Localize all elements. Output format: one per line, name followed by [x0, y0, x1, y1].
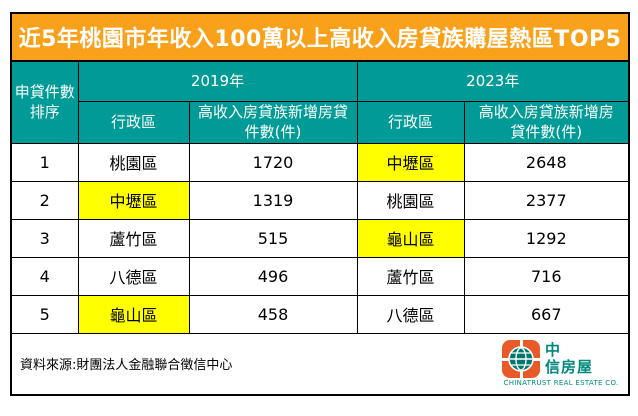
logo-company-name: 中 信房屋 [545, 341, 594, 377]
rank-cell: 5 [10, 294, 79, 334]
district-2019-cell: 桃園區 [77, 142, 190, 182]
district-2019-cell: 蘆竹區 [77, 218, 190, 258]
count-2019-cell: 496 [188, 256, 358, 296]
rank-cell: 4 [10, 256, 79, 296]
district-2019-cell: 龜山區 [77, 294, 190, 334]
count-2023-cell: 2648 [463, 142, 630, 182]
count-2019-cell: 1319 [188, 180, 358, 220]
table-row: 1 桃園區 1720 中壢區 2648 [10, 142, 630, 182]
district-2023-cell: 八德區 [356, 294, 465, 334]
count-2019-header: 高收入房貸族新增房貸 件數(件) [188, 100, 358, 144]
district-2019-cell: 中壢區 [77, 180, 190, 220]
chinatrust-logo-icon [502, 340, 541, 379]
table-row: 5 龜山區 458 八德區 667 [10, 294, 630, 334]
district-2023-cell: 蘆竹區 [356, 256, 465, 296]
globe-icon [508, 346, 534, 373]
count-2023-cell: 667 [463, 294, 630, 334]
logo-subtitle: CHINATRUST REAL ESTATE CO. [503, 379, 619, 388]
district-2019-cell: 八德區 [77, 256, 190, 296]
count-2023-cell: 1292 [463, 218, 630, 258]
count-2019-cell: 458 [188, 294, 358, 334]
district-2023-cell: 龜山區 [356, 218, 465, 258]
rank-column-header: 申貸件數 排序 [10, 60, 79, 144]
table-row: 4 八德區 496 蘆竹區 716 [10, 256, 630, 296]
table-row: 2 中壢區 1319 桃園區 2377 [10, 180, 630, 220]
district-2019-header: 行政區 [77, 100, 190, 144]
year-2019-header: 2019年 [77, 60, 358, 102]
top5-table: 近5年桃園市年收入100萬以上高收入房貸族購屋熱區TOP5 申貸件數 排序 20… [10, 12, 631, 396]
district-2023-cell: 桃園區 [356, 180, 465, 220]
district-2023-header: 行政區 [356, 100, 465, 144]
rank-cell: 1 [10, 142, 79, 182]
count-2019-cell: 1720 [188, 142, 358, 182]
count-2019-cell: 515 [188, 218, 358, 258]
district-2023-cell: 中壢區 [356, 142, 465, 182]
rank-cell: 2 [10, 180, 79, 220]
page-title: 近5年桃園市年收入100萬以上高收入房貸族購屋熱區TOP5 [10, 12, 630, 62]
footer-row: 資料來源:財團法人金融聯合徵信中心 [10, 332, 630, 396]
table-row: 3 蘆竹區 515 龜山區 1292 [10, 218, 630, 258]
rank-cell: 3 [10, 218, 79, 258]
chinatrust-logo: 中 信房屋 CHINATRUST REAL ESTATE CO. [502, 340, 620, 387]
data-source-text: 資料來源:財團法人金融聯合徵信中心 [20, 358, 233, 374]
count-2023-cell: 2377 [463, 180, 630, 220]
page: 近5年桃園市年收入100萬以上高收入房貸族購屋熱區TOP5 申貸件數 排序 20… [10, 12, 631, 396]
count-2023-cell: 716 [463, 256, 630, 296]
count-2023-header: 高收入房貸族新增房 貸件數(件) [463, 100, 630, 144]
year-2023-header: 2023年 [356, 60, 630, 102]
